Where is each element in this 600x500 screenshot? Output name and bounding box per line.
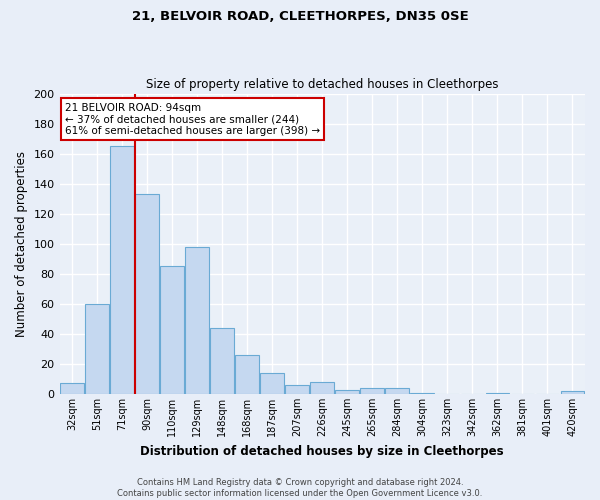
Text: 21 BELVOIR ROAD: 94sqm
← 37% of detached houses are smaller (244)
61% of semi-de: 21 BELVOIR ROAD: 94sqm ← 37% of detached… <box>65 102 320 136</box>
Bar <box>160 266 184 394</box>
Bar <box>210 328 234 394</box>
Text: 21, BELVOIR ROAD, CLEETHORPES, DN35 0SE: 21, BELVOIR ROAD, CLEETHORPES, DN35 0SE <box>131 10 469 23</box>
Bar <box>110 146 134 394</box>
Bar <box>185 247 209 394</box>
Bar <box>335 390 359 394</box>
Bar <box>85 304 109 394</box>
Bar <box>235 355 259 394</box>
Bar <box>135 194 159 394</box>
Bar <box>410 392 434 394</box>
Bar <box>485 392 509 394</box>
Bar <box>560 391 584 394</box>
X-axis label: Distribution of detached houses by size in Cleethorpes: Distribution of detached houses by size … <box>140 444 504 458</box>
Bar <box>385 388 409 394</box>
Y-axis label: Number of detached properties: Number of detached properties <box>15 151 28 337</box>
Bar <box>60 384 84 394</box>
Bar <box>361 388 384 394</box>
Title: Size of property relative to detached houses in Cleethorpes: Size of property relative to detached ho… <box>146 78 499 91</box>
Bar <box>310 382 334 394</box>
Text: Contains HM Land Registry data © Crown copyright and database right 2024.
Contai: Contains HM Land Registry data © Crown c… <box>118 478 482 498</box>
Bar <box>286 385 309 394</box>
Bar <box>260 373 284 394</box>
